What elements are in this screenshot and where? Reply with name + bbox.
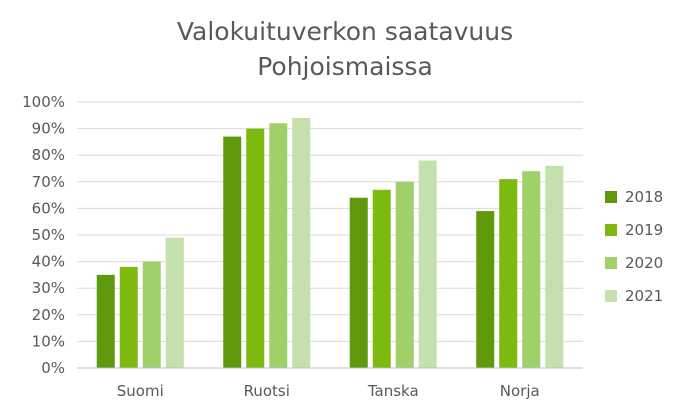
legend: 2018 2019 2020 2021 [605,188,663,305]
y-tick-label: 20% [32,306,65,324]
y-tick-label: 0% [41,359,65,377]
bars [96,117,564,369]
y-tick-label: 70% [32,173,65,191]
y-tick-label: 50% [32,226,65,244]
y-tick-label: 100% [22,93,65,111]
y-tick-label: 40% [32,253,65,271]
chart-title-line-1: Valokuituverkon saatavuus [177,17,513,46]
chart-title-line-2: Pohjoismaissa [257,52,433,81]
y-axis-tick-labels: 0% 10% 20% 30% 40% 50% 60% 70% 80% 90% 100% [22,93,65,377]
bar-2020-tanska [395,181,414,368]
bar-2019-norja [499,179,518,368]
y-tick-label: 90% [32,120,65,138]
legend-label-2018: 2018 [625,188,663,206]
y-tick-label: 10% [32,332,65,350]
legend-label-2021: 2021 [625,287,663,305]
bar-2020-suomi [142,261,161,368]
x-axis-category-labels: Suomi Ruotsi Tanska Norja [117,382,540,400]
category-label: Norja [500,382,540,400]
legend-label-2019: 2019 [625,221,663,239]
y-tick-label: 60% [32,199,65,217]
bar-2021-norja [545,165,564,368]
bar-2018-suomi [96,274,115,368]
bar-2019-suomi [119,266,138,368]
gridlines [77,101,583,342]
bar-2019-ruotsi [246,128,265,368]
bar-2020-ruotsi [269,123,288,368]
bar-2018-tanska [349,197,368,368]
bar-2021-ruotsi [292,117,311,369]
bar-2020-norja [522,171,541,368]
legend-swatch-2021 [605,290,617,302]
bar-2019-tanska [372,189,391,368]
category-label: Tanska [367,382,419,400]
bar-2021-tanska [418,160,437,368]
y-tick-label: 80% [32,146,65,164]
legend-swatch-2020 [605,257,617,269]
bar-2018-ruotsi [223,136,242,368]
bar-2018-norja [476,211,495,368]
bar-2021-suomi [165,237,184,368]
y-tick-label: 30% [32,279,65,297]
legend-swatch-2018 [605,191,617,203]
legend-swatch-2019 [605,224,617,236]
category-label: Ruotsi [244,382,290,400]
category-label: Suomi [117,382,164,400]
legend-label-2020: 2020 [625,254,663,272]
